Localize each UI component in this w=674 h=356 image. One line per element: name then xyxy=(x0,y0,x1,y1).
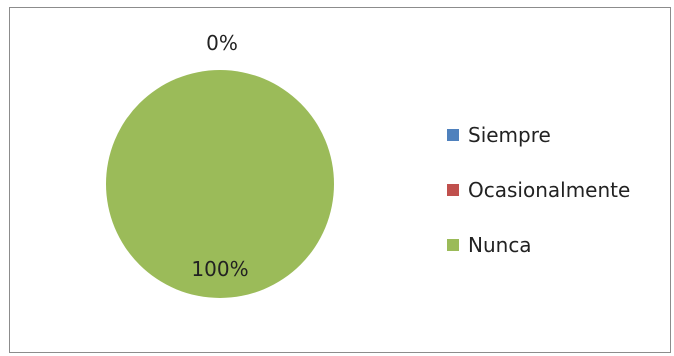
pie-slices xyxy=(106,70,334,298)
legend-label-siempre: Siempre xyxy=(468,123,551,147)
legend-item-ocasionalmente: Ocasionalmente xyxy=(447,176,630,204)
legend-swatch-ocasionalmente xyxy=(447,184,459,196)
pie-chart: 0% 100% xyxy=(106,31,334,298)
legend-item-siempre: Siempre xyxy=(447,121,630,149)
chart-frame: 0% 100% Siempre Ocasionalmente Nunca xyxy=(9,7,671,353)
data-label-nunca: 100% xyxy=(191,257,248,281)
data-label-zero: 0% xyxy=(206,31,238,55)
legend-label-nunca: Nunca xyxy=(468,233,532,257)
legend: Siempre Ocasionalmente Nunca xyxy=(447,121,630,286)
legend-label-ocasionalmente: Ocasionalmente xyxy=(468,178,631,202)
legend-swatch-nunca xyxy=(447,239,459,251)
pie-slice-nunca xyxy=(106,70,334,298)
legend-item-nunca: Nunca xyxy=(447,231,630,259)
legend-swatch-siempre xyxy=(447,129,459,141)
